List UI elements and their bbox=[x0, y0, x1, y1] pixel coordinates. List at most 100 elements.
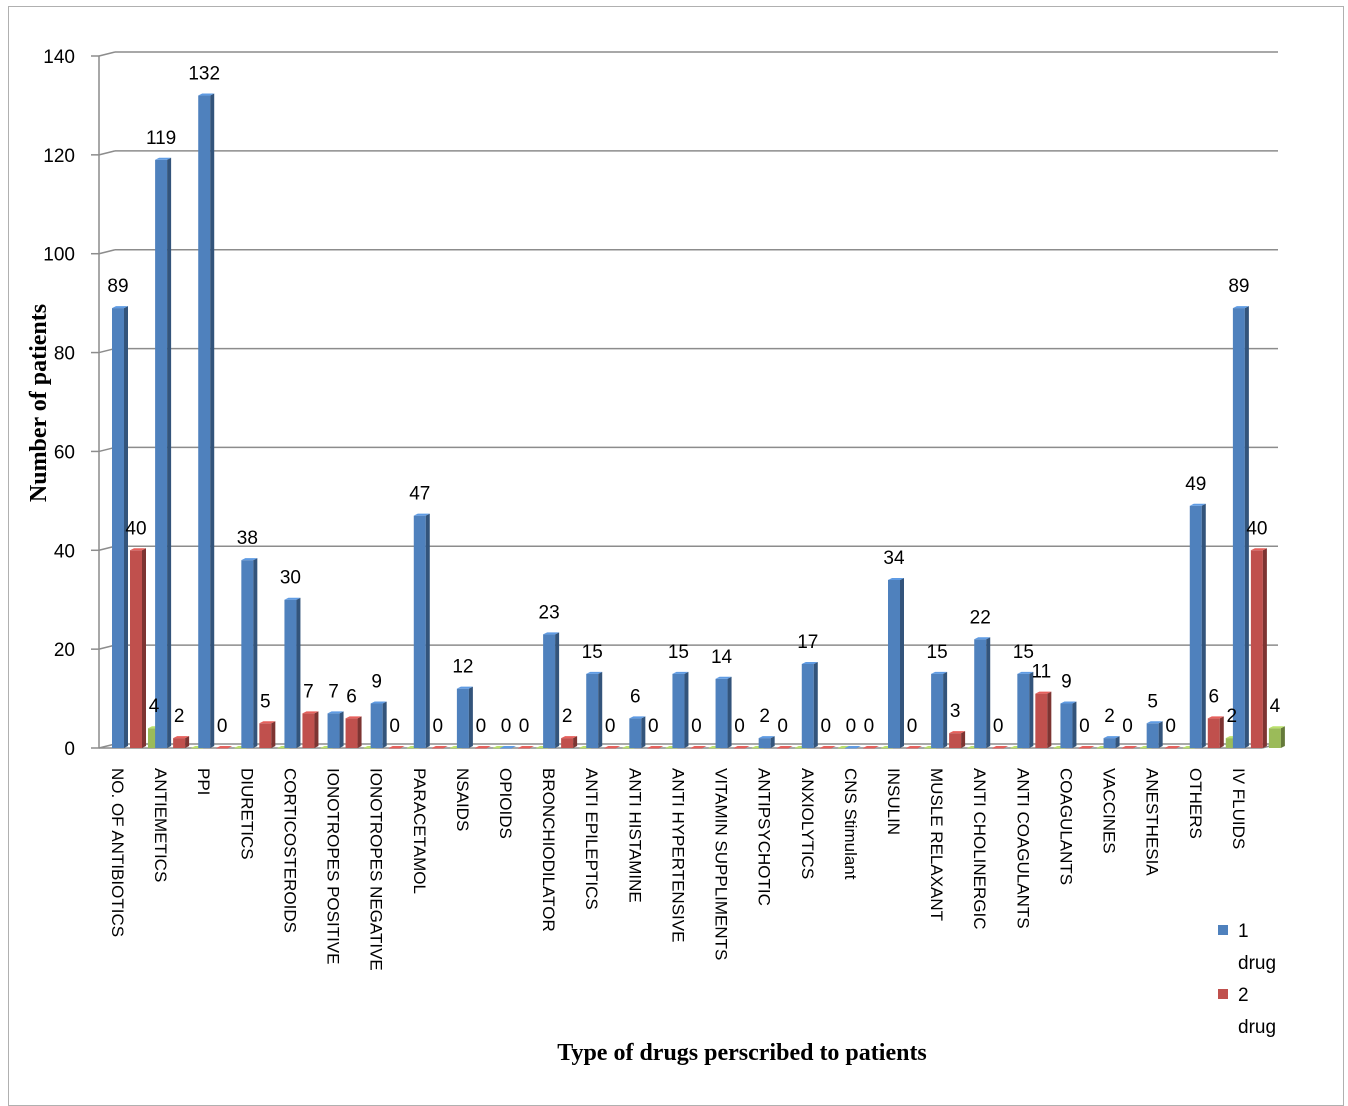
bar-1-top bbox=[112, 306, 128, 309]
bar-1 bbox=[586, 673, 599, 748]
bar-2-top bbox=[1078, 746, 1095, 748]
bar-1-side bbox=[684, 671, 689, 748]
data-label: 0 bbox=[777, 716, 788, 737]
bar-1-side bbox=[382, 701, 387, 748]
bar-3 bbox=[579, 748, 592, 749]
bar-2 bbox=[690, 748, 703, 749]
bar-2-top bbox=[647, 746, 664, 748]
bar-1-top bbox=[629, 716, 646, 719]
bar-2 bbox=[604, 748, 617, 749]
bar-1-side bbox=[339, 711, 344, 748]
bar-2-side bbox=[1219, 716, 1224, 748]
legend-label: 2 bbox=[1238, 985, 1249, 1006]
data-label: 0 bbox=[648, 716, 659, 737]
y-tick-label: 100 bbox=[43, 245, 75, 266]
category-label: ANXIOLYTICS bbox=[798, 768, 817, 879]
bar-1 bbox=[1232, 308, 1245, 748]
data-label: 15 bbox=[668, 642, 689, 663]
bar-1 bbox=[413, 515, 426, 748]
bar-2 bbox=[1121, 748, 1134, 749]
bar-1 bbox=[112, 308, 124, 748]
y-tick-label: 140 bbox=[43, 47, 75, 68]
bar-1-top bbox=[586, 671, 603, 674]
category-label: ANTI HISTAMINE bbox=[625, 768, 644, 903]
data-label: 0 bbox=[389, 716, 400, 737]
bar-1 bbox=[801, 663, 814, 748]
bar-1-top bbox=[327, 711, 344, 714]
bar-3 bbox=[1225, 738, 1238, 748]
category-label: PARACETAMOL bbox=[410, 768, 429, 894]
bar-1-side bbox=[296, 597, 301, 748]
bar-2 bbox=[518, 748, 530, 749]
data-label: 0 bbox=[1079, 716, 1090, 737]
bar-1 bbox=[888, 579, 900, 748]
data-label: 7 bbox=[303, 681, 314, 702]
bar-1-top bbox=[370, 701, 387, 704]
bar-1-side bbox=[943, 671, 948, 748]
bar-2 bbox=[345, 718, 358, 748]
bar-2 bbox=[1207, 718, 1220, 748]
bar-1-side bbox=[167, 157, 172, 749]
bar-1-side bbox=[124, 306, 128, 748]
data-label: 0 bbox=[432, 716, 443, 737]
bar-2-top bbox=[1121, 746, 1138, 748]
category-label: IV FLUIDS bbox=[1229, 768, 1248, 849]
bar-1-top bbox=[672, 671, 689, 674]
bar-2-top bbox=[862, 746, 879, 748]
category-label: INSULIN bbox=[884, 768, 903, 835]
category-label: PPI bbox=[194, 768, 213, 795]
y-tick-label: 120 bbox=[43, 146, 75, 167]
data-label: 47 bbox=[409, 484, 430, 505]
bar-1-top bbox=[801, 661, 818, 664]
bar-2-side bbox=[185, 736, 190, 748]
data-label: 2 bbox=[1226, 706, 1237, 727]
bar-2 bbox=[1078, 748, 1091, 749]
bar-2 bbox=[647, 748, 660, 749]
bar-1 bbox=[500, 748, 512, 749]
gridline-connector bbox=[98, 150, 116, 156]
bar-1-top bbox=[500, 746, 516, 748]
data-label: 5 bbox=[260, 691, 271, 712]
bar-3 bbox=[191, 748, 204, 749]
data-label: 0 bbox=[846, 716, 857, 737]
bar-2-side bbox=[1047, 691, 1052, 748]
bar-1 bbox=[543, 634, 556, 748]
bar-2-top bbox=[819, 746, 836, 748]
data-label: 23 bbox=[539, 602, 560, 623]
bar-2-side bbox=[573, 736, 578, 748]
data-label: 0 bbox=[476, 716, 487, 737]
data-label: 15 bbox=[927, 642, 948, 663]
category-label: CNS Stimulant bbox=[841, 768, 860, 880]
data-label: 17 bbox=[797, 632, 818, 653]
bar-1-side bbox=[555, 632, 560, 748]
data-label: 6 bbox=[630, 686, 641, 707]
category-label: VITAMIN SUPPLIMENTS bbox=[712, 768, 731, 960]
category-label: VACCINES bbox=[1100, 768, 1119, 854]
data-label: 15 bbox=[582, 642, 603, 663]
bar-3-top bbox=[1268, 726, 1285, 729]
bar-1-side bbox=[813, 661, 818, 748]
bar-3 bbox=[708, 748, 721, 749]
bar-1 bbox=[629, 718, 642, 748]
category-label: COAGULANTS bbox=[1056, 768, 1075, 885]
bar-1-side bbox=[425, 513, 430, 748]
bar-2-side bbox=[961, 731, 966, 748]
bar-1 bbox=[715, 678, 728, 748]
bar-1-side bbox=[210, 93, 215, 749]
bar-1-side bbox=[770, 736, 775, 748]
data-label: 0 bbox=[734, 716, 745, 737]
category-labels: NO. OF ANTIBIOTICS ANTIEMETICS PPI DIURETIC… bbox=[108, 768, 1248, 971]
bar-1 bbox=[1146, 723, 1159, 748]
category-label: ANTIEMETICS bbox=[151, 768, 170, 882]
bar-3 bbox=[924, 748, 936, 749]
bar-2 bbox=[776, 748, 789, 749]
bar-1-side bbox=[253, 558, 258, 748]
y-tick-label: 0 bbox=[64, 739, 75, 760]
data-label: 0 bbox=[605, 716, 616, 737]
bar-2-top bbox=[949, 731, 966, 734]
bar-1 bbox=[327, 713, 340, 748]
category-label: CORTICOSTEROIDS bbox=[280, 768, 299, 933]
data-label: 89 bbox=[1228, 276, 1249, 297]
